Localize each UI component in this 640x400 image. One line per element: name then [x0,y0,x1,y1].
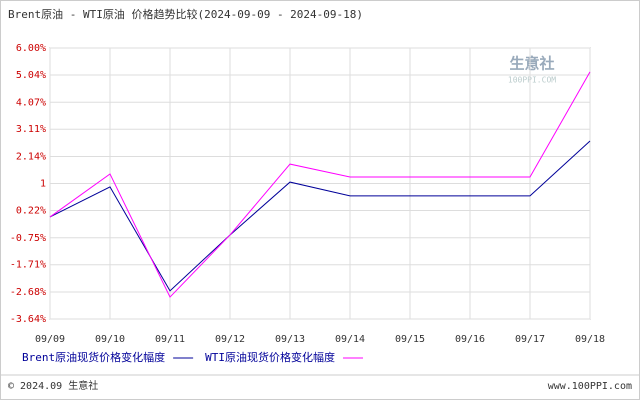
y-tick-label: 4.07% [16,97,46,108]
y-tick-label: 6.00% [16,43,46,54]
y-tick-label: 0.22% [16,205,46,216]
y-tick-label: -0.75% [10,233,46,244]
watermark: 生意社 [509,55,554,73]
series-line [49,71,591,298]
x-tick-label: 09/13 [275,334,305,345]
series-line [49,140,591,292]
y-tick-label: -1.71% [10,260,46,271]
y-tick-label: 2.14% [16,152,46,163]
y-tick-label: -2.68% [10,287,46,298]
x-tick-label: 09/11 [155,334,185,345]
y-tick-label: 3.11% [16,124,46,135]
x-tick-label: 09/12 [215,334,245,345]
x-tick-label: 09/09 [35,334,65,345]
y-tick-label: 1 [40,179,46,190]
legend-label: WTI原油现货价格变化幅度 [205,350,335,364]
x-tick-label: 09/14 [335,334,365,345]
footer-right: www.100PPI.com [548,381,632,392]
x-tick-label: 09/10 [95,334,125,345]
watermark: 100PPI.COM [508,76,556,85]
x-tick-label: 09/16 [455,334,485,345]
legend-label: Brent原油现货价格变化幅度 [22,350,165,364]
y-tick-label: -3.64% [10,314,46,325]
x-tick-label: 09/18 [575,334,605,345]
x-tick-label: 09/15 [395,334,425,345]
x-tick-label: 09/17 [515,334,545,345]
chart-title: Brent原油 - WTI原油 价格趋势比较(2024-09-09 - 2024… [8,7,363,21]
footer-left: © 2024.09 生意社 [8,379,98,392]
y-tick-label: 5.04% [16,70,46,81]
